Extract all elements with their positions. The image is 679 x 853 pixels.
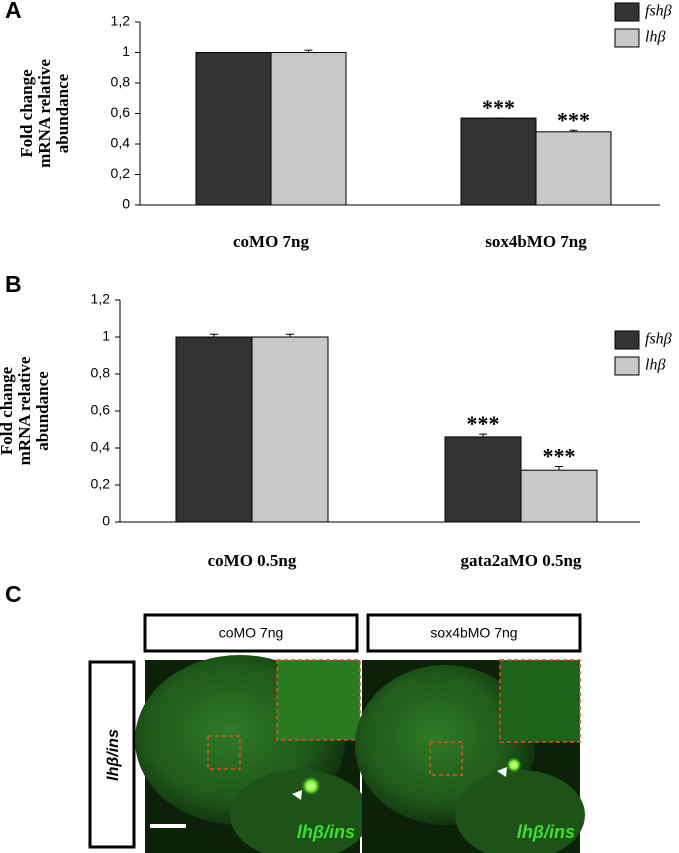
y-tick-label: 1 xyxy=(122,43,130,59)
x-tick-label: gata2aMO 0.5ng xyxy=(461,551,582,570)
y-tick-label: 0 xyxy=(122,196,130,212)
y-axis-title: Fold changemRNA relativeabundance xyxy=(0,356,52,465)
significance: *** xyxy=(482,95,515,120)
bar xyxy=(270,52,347,206)
micrograph: lhβ/ins xyxy=(355,659,585,853)
y-tick-label: 0,2 xyxy=(111,165,131,181)
significance: *** xyxy=(467,411,500,436)
legend-label: fshβ xyxy=(645,331,672,348)
micrograph: lhβ/ins xyxy=(135,655,370,853)
legend-swatch xyxy=(614,28,640,48)
row-label: lhβ/ins xyxy=(105,729,122,781)
x-tick-label: sox4bMO 7ng xyxy=(485,232,587,251)
y-axis-title-line: mRNA relative xyxy=(35,59,54,168)
bar xyxy=(251,336,329,523)
y-tick-label: 0,4 xyxy=(111,135,131,151)
panel-letter: A xyxy=(5,0,22,23)
bar xyxy=(175,336,253,523)
y-axis-title-line: Fold change xyxy=(17,69,36,158)
y-axis-title-line: abundance xyxy=(33,371,52,451)
column-label: sox4bMO 7ng xyxy=(430,625,517,641)
column-box xyxy=(366,613,582,653)
y-axis-title-line: Fold change xyxy=(0,366,16,455)
y-tick-label: 1,2 xyxy=(111,13,131,29)
image-label: lhβ/ins xyxy=(297,822,355,842)
panel-letter: B xyxy=(5,271,22,297)
y-tick-label: 0,2 xyxy=(91,476,111,492)
y-tick-label: 0,6 xyxy=(111,104,131,120)
y-tick-label: 0,8 xyxy=(111,74,131,90)
y-axis-title-line: mRNA relative xyxy=(15,356,34,465)
y-tick-label: 0,8 xyxy=(91,365,111,381)
x-tick-label: coMO 0.5ng xyxy=(208,551,297,570)
legend-swatch xyxy=(614,356,640,376)
y-tick-label: 0 xyxy=(102,513,110,529)
legend-swatch xyxy=(614,330,640,350)
y-tick-label: 1,2 xyxy=(91,291,111,307)
y-tick-label: 0,4 xyxy=(91,439,111,455)
column-label: coMO 7ng xyxy=(219,625,284,641)
x-tick-label: coMO 7ng xyxy=(233,232,310,251)
legend-label: lhβ xyxy=(645,29,665,46)
row-box xyxy=(88,660,136,849)
y-axis-title: Fold changemRNA relativeabundance xyxy=(17,59,72,168)
significance: *** xyxy=(543,444,576,469)
bar xyxy=(460,117,537,206)
y-axis-title-line: abundance xyxy=(53,73,72,153)
y-tick-label: 1 xyxy=(102,328,110,344)
y-tick-label: 0,6 xyxy=(91,402,111,418)
legend-swatch xyxy=(614,2,640,22)
legend-label: lhβ xyxy=(645,357,665,374)
bar xyxy=(520,469,598,523)
bar xyxy=(444,436,522,523)
bar xyxy=(195,52,272,206)
bar xyxy=(535,131,612,206)
image-label: lhβ/ins xyxy=(517,822,575,842)
legend-label: fshβ xyxy=(645,3,672,20)
panel-letter: C xyxy=(5,581,22,607)
significance: *** xyxy=(557,107,590,132)
column-box xyxy=(143,613,359,653)
